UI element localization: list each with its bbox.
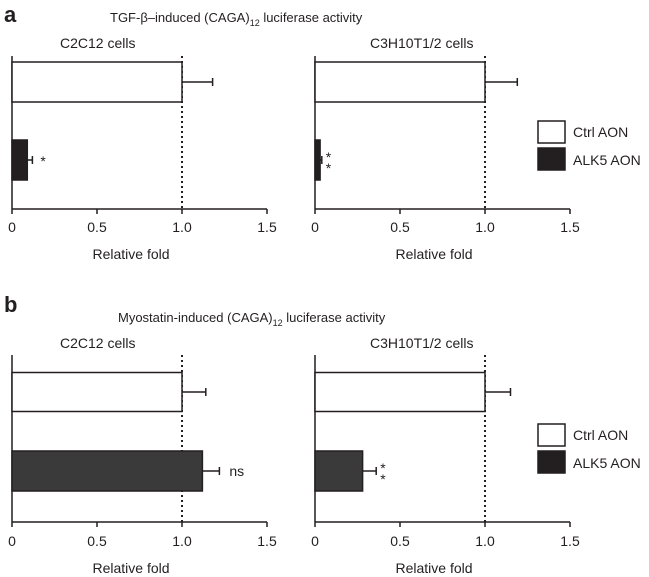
x-tick-label: 0 — [8, 219, 16, 235]
panel-label-b: b — [4, 292, 17, 317]
chart-a2-cell-label: C3H10T1/2 cells — [370, 35, 474, 51]
x-tick-label: 0.5 — [390, 219, 410, 235]
legend-b-alk5-label: ALK5 AON — [573, 455, 641, 471]
x-tick-label: 1.0 — [475, 533, 495, 549]
x-tick-label: 1.0 — [172, 219, 192, 235]
panel-a-title-tail: luciferase activity — [260, 10, 363, 25]
legend-b: Ctrl AON ALK5 AON — [537, 423, 641, 474]
bar-ctrl-aon — [11, 61, 183, 103]
x-tick-label: 0 — [311, 533, 319, 549]
chart-a2: 0 0.5 1.0 1.5 Relative fold ** — [311, 56, 580, 262]
legend-b-ctrl-swatch — [537, 423, 566, 447]
bar-alk5-aon — [11, 139, 29, 181]
x-tick-label: 0 — [8, 533, 16, 549]
significance-mark: * — [380, 460, 386, 476]
panel-b-title-main: Myostatin-induced (CAGA) — [118, 310, 273, 325]
x-tick-label: 1.5 — [257, 219, 277, 235]
x-axis-label: Relative fold — [395, 246, 472, 262]
x-axis-label: Relative fold — [395, 560, 472, 576]
x-axis-label: Relative fold — [92, 560, 169, 576]
x-tick-label: 1.0 — [172, 533, 192, 549]
significance-mark: * — [326, 149, 332, 165]
x-axis-label: Relative fold — [92, 246, 169, 262]
chart-a1-cell-label: C2C12 cells — [60, 35, 135, 51]
chart-b1-cell-label: C2C12 cells — [60, 335, 135, 351]
significance-mark: * — [40, 153, 46, 169]
bar-ctrl-aon — [314, 61, 486, 103]
x-tick-label: 0.5 — [87, 533, 107, 549]
legend-a-ctrl-label: Ctrl AON — [573, 124, 628, 140]
x-tick-label: 1.0 — [475, 219, 495, 235]
panel-b-title-tail: luciferase activity — [283, 310, 386, 325]
bar-alk5-aon — [314, 450, 364, 492]
x-tick-label: 1.5 — [560, 219, 580, 235]
bar-alk5-aon — [314, 139, 321, 181]
panel-a-title: TGF-β–induced (CAGA)12 luciferase activi… — [110, 10, 363, 28]
legend-a-ctrl-swatch — [537, 120, 566, 144]
x-tick-label: 1.5 — [257, 533, 277, 549]
legend-a-alk5-swatch — [537, 147, 566, 171]
chart-b2: 0 0.5 1.0 1.5 Relative fold ** — [311, 355, 580, 576]
chart-a1: 0 0.5 1.0 1.5 Relative fold * — [8, 56, 277, 262]
bar-ctrl-aon — [314, 371, 486, 413]
x-tick-label: 0 — [311, 219, 319, 235]
x-tick-label: 0.5 — [87, 219, 107, 235]
significance-mark: * — [326, 160, 332, 176]
panel-b-title-sub: 12 — [273, 318, 283, 328]
legend-a: Ctrl AON ALK5 AON — [537, 120, 641, 171]
panel-a-title-main: TGF-β–induced (CAGA) — [110, 10, 250, 25]
chart-b1: 0 0.5 1.0 1.5 Relative fold ns — [8, 355, 277, 576]
significance-mark: ns — [229, 463, 244, 479]
legend-a-alk5-label: ALK5 AON — [573, 152, 641, 168]
panel-b-title: Myostatin-induced (CAGA)12 luciferase ac… — [118, 310, 386, 328]
x-tick-label: 1.5 — [560, 533, 580, 549]
panel-label-a: a — [4, 2, 17, 27]
legend-b-ctrl-label: Ctrl AON — [573, 427, 628, 443]
legend-b-alk5-swatch — [537, 450, 566, 474]
bar-alk5-aon — [11, 450, 204, 492]
bar-ctrl-aon — [11, 371, 183, 413]
significance-mark: * — [380, 471, 386, 487]
x-tick-label: 0.5 — [390, 533, 410, 549]
panel-a-title-sub: 12 — [250, 18, 260, 28]
chart-b2-cell-label: C3H10T1/2 cells — [370, 335, 474, 351]
